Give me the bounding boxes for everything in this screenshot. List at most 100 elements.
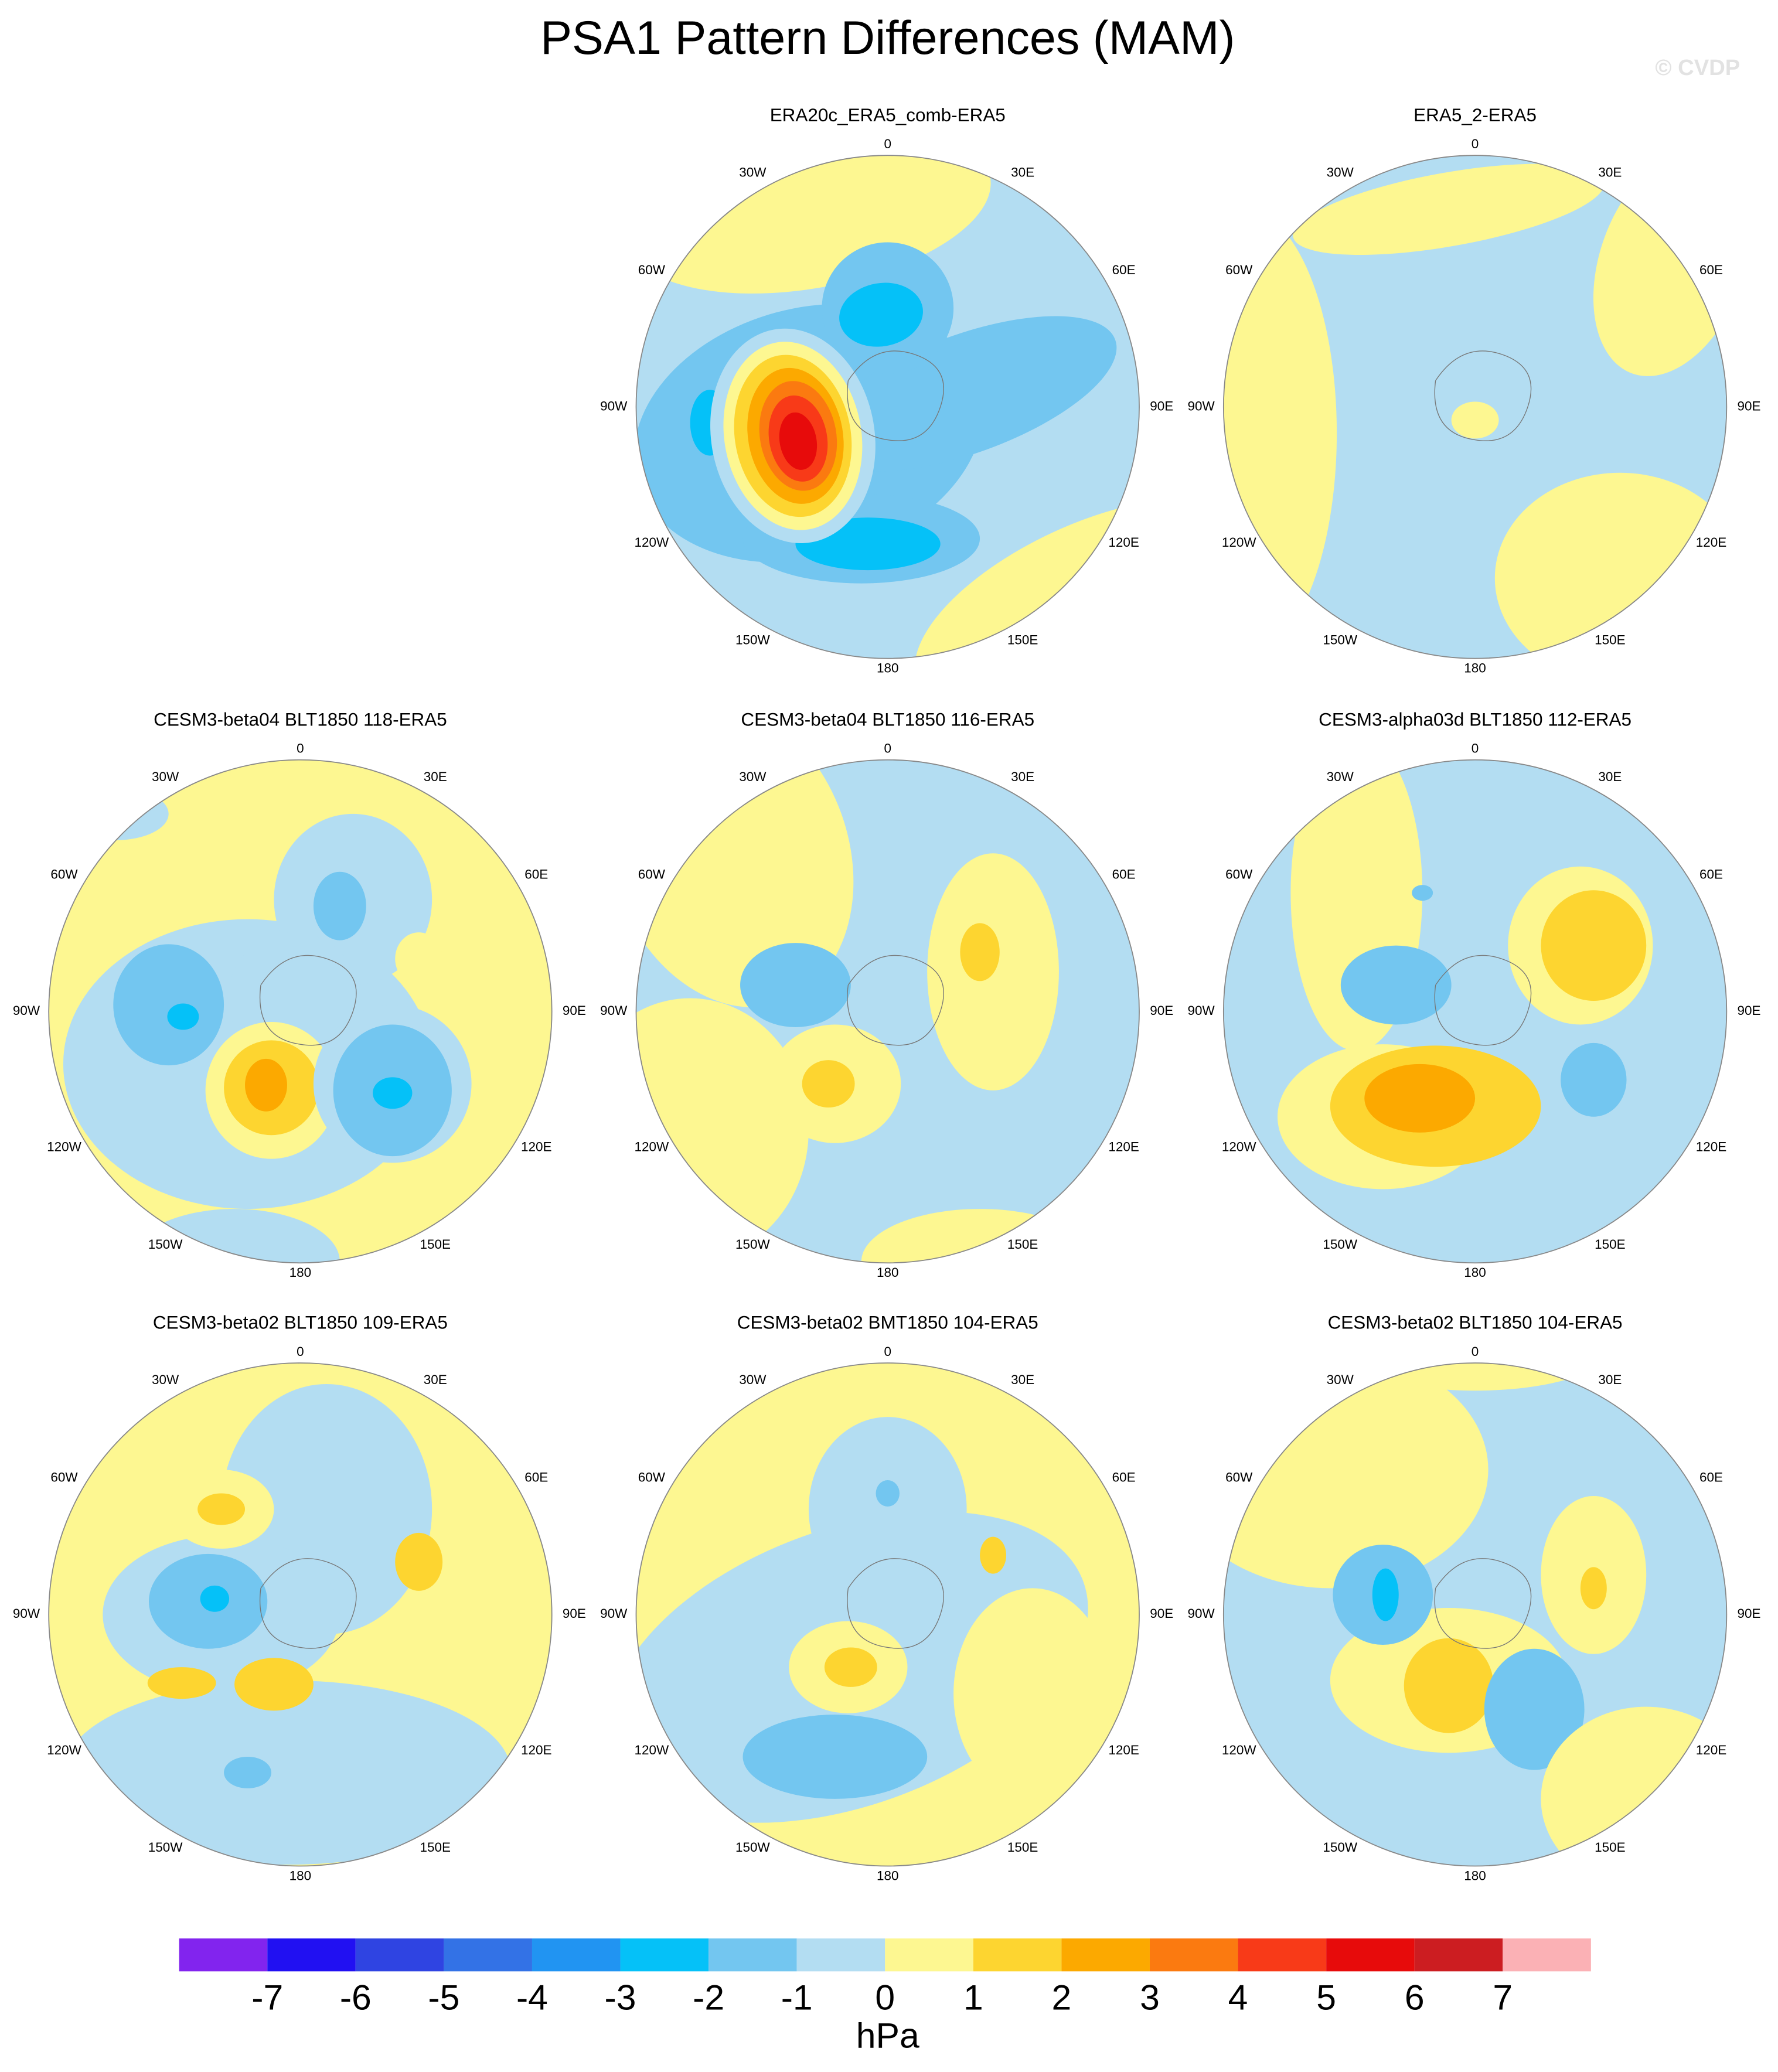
- map-border: [635, 1362, 1140, 1867]
- longitude-label: 150E: [420, 1237, 451, 1252]
- contour-fill: [1580, 1567, 1607, 1610]
- contour-fill: [113, 944, 224, 1066]
- longitude-label: 60W: [50, 1470, 78, 1485]
- longitude-label: 120E: [1108, 1140, 1139, 1154]
- contour-fill: [960, 923, 1000, 982]
- contour-fill: [808, 1417, 967, 1601]
- longitude-label: 120E: [521, 1743, 551, 1757]
- map-border: [48, 1362, 553, 1867]
- colorbar-tick-label: 2: [1052, 1977, 1072, 2017]
- longitude-label: 30E: [424, 1372, 447, 1387]
- longitude-label: 90W: [1188, 1003, 1215, 1018]
- longitude-label: 120E: [1696, 535, 1726, 550]
- colorbar-tick-label: -6: [340, 1977, 372, 2017]
- longitude-label: 120W: [47, 1140, 81, 1154]
- longitude-label: 120W: [1222, 1743, 1256, 1757]
- longitude-label: 30W: [1327, 1372, 1354, 1387]
- contour-fill: [197, 1493, 246, 1525]
- longitude-label: 0: [884, 741, 892, 756]
- colorbar-tick-label: -7: [251, 1977, 283, 2017]
- longitude-label: 0: [884, 137, 892, 151]
- longitude-label: 150E: [1595, 1237, 1625, 1252]
- longitude-label: 90E: [1738, 1606, 1761, 1621]
- longitude-label: 150E: [420, 1840, 451, 1855]
- longitude-label: 150W: [735, 632, 770, 647]
- map-border: [1222, 155, 1728, 659]
- contour-fill: [200, 1585, 230, 1612]
- contour-fill: [1293, 163, 1605, 255]
- map-panel: [636, 155, 1139, 659]
- longitude-label: 90E: [1150, 1003, 1173, 1018]
- coastline: [260, 1558, 357, 1649]
- longitude-label: 60E: [1699, 867, 1723, 881]
- longitude-label: 180: [1464, 1868, 1486, 1883]
- longitude-label: 120E: [1696, 1743, 1726, 1757]
- longitude-label: 60W: [1225, 1470, 1253, 1485]
- panel-title: CESM3-beta04 BLT1850 116-ERA5: [741, 709, 1034, 730]
- longitude-label: 30W: [1327, 769, 1354, 784]
- contour-fill: [1372, 1568, 1399, 1621]
- contour-fill: [147, 1667, 216, 1699]
- longitude-label: 90E: [1738, 1003, 1761, 1018]
- longitude-label: 120E: [1108, 535, 1139, 550]
- longitude-label: 150W: [1323, 1840, 1357, 1855]
- contour-fill: [245, 1058, 287, 1112]
- contour-fill: [779, 412, 818, 470]
- longitude-label: 120W: [1222, 1140, 1256, 1154]
- figure-title: PSA1 Pattern Differences (MAM): [540, 12, 1235, 64]
- colorbar-box: [532, 1938, 621, 1972]
- longitude-label: 150W: [148, 1840, 183, 1855]
- contour-fill: [1561, 1042, 1627, 1117]
- colorbar-box: [1238, 1938, 1327, 1972]
- contour-fill: [876, 1480, 900, 1507]
- longitude-label: 90W: [600, 398, 628, 413]
- map-panel: [1223, 759, 1727, 1263]
- map-panel: [636, 759, 1139, 1263]
- contour-fill: [373, 1077, 413, 1109]
- longitude-label: 60E: [1699, 263, 1723, 277]
- longitude-label: 90W: [600, 1003, 628, 1018]
- longitude-label: 0: [1472, 1344, 1479, 1359]
- map-panel: [1223, 155, 1727, 659]
- longitude-label: 180: [289, 1265, 311, 1280]
- longitude-label: 60E: [524, 1470, 548, 1485]
- map-border: [48, 759, 553, 1264]
- contour-fill: [802, 1060, 855, 1108]
- panel-title: ERA20c_ERA5_comb-ERA5: [770, 105, 1006, 125]
- longitude-label: 120W: [635, 1140, 669, 1154]
- panel-title: CESM3-beta02 BMT1850 104-ERA5: [737, 1313, 1038, 1333]
- longitude-label: 60W: [1225, 263, 1253, 277]
- longitude-label: 120E: [521, 1140, 551, 1154]
- contour-fill: [1412, 885, 1433, 901]
- longitude-label: 120W: [1222, 535, 1256, 550]
- colorbar-box: [1503, 1938, 1591, 1972]
- longitude-label: 0: [1472, 137, 1479, 151]
- longitude-label: 90E: [1738, 398, 1761, 413]
- longitude-label: 30W: [739, 769, 767, 784]
- panel-title: CESM3-beta02 BLT1850 109-ERA5: [153, 1313, 448, 1333]
- contour-fill: [839, 282, 923, 347]
- colorbar-box: [796, 1938, 885, 1972]
- colorbar-box: [444, 1938, 532, 1972]
- coastline: [1434, 955, 1532, 1046]
- longitude-label: 150W: [735, 1840, 770, 1855]
- longitude-label: 30E: [424, 769, 447, 784]
- colorbar-box: [1414, 1938, 1503, 1972]
- colorbar-tick-label: 1: [963, 1977, 983, 2017]
- longitude-label: 60W: [638, 1470, 666, 1485]
- contour-fill: [816, 316, 1117, 472]
- longitude-label: 120W: [47, 1743, 81, 1757]
- panel-title: CESM3-beta04 BLT1850 118-ERA5: [154, 709, 447, 730]
- longitude-label: 30W: [152, 1372, 179, 1387]
- contour-fill: [742, 1715, 928, 1799]
- contour-fill: [63, 1680, 512, 1865]
- coastline: [847, 955, 944, 1046]
- coastline: [1434, 350, 1532, 441]
- colorbar-tick-label: 0: [875, 1977, 895, 2017]
- colorbar-box: [885, 1938, 973, 1972]
- colorbar-tick-label: -2: [693, 1977, 724, 2017]
- longitude-label: 120E: [1108, 1743, 1139, 1757]
- map-panel: [1223, 1363, 1727, 1866]
- watermark: © CVDP: [1655, 55, 1740, 80]
